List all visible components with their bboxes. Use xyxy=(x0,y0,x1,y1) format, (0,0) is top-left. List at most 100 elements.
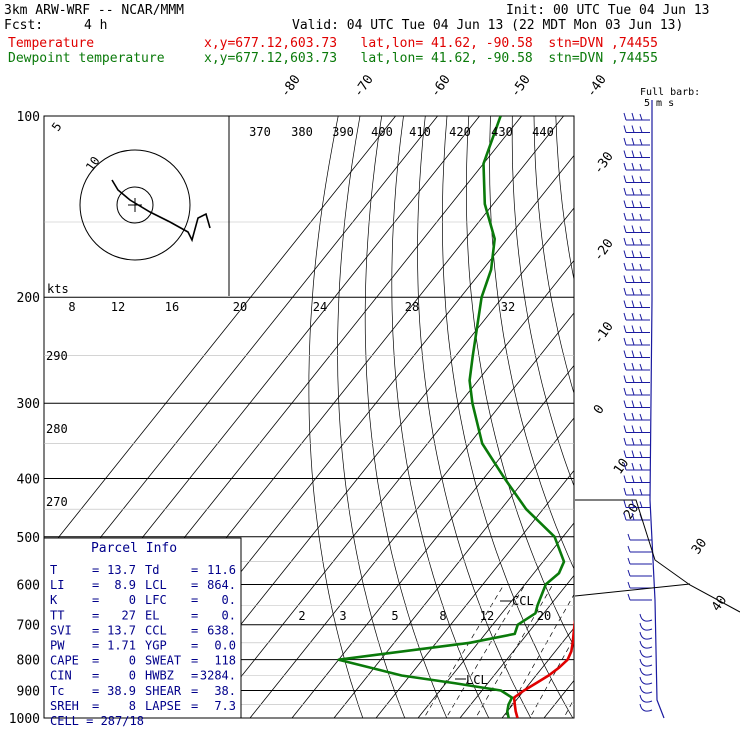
barb-flag xyxy=(639,201,643,208)
theta-label: 430 xyxy=(491,125,513,139)
isotherm xyxy=(618,116,740,731)
barb-flag xyxy=(623,375,627,383)
barb-light xyxy=(639,649,653,658)
isotherm-lines xyxy=(44,116,740,731)
hodo-trace xyxy=(111,179,211,243)
pressure-tick-label: 800 xyxy=(17,654,40,669)
theta-left-label: 270 xyxy=(46,495,68,509)
barb-flag xyxy=(623,150,627,158)
parcel-row-value2: 11.6 xyxy=(207,563,236,577)
barb-flag xyxy=(623,275,627,283)
parcel-row-eq: = xyxy=(92,654,99,668)
parcel-row-value2: 864. xyxy=(207,578,236,592)
hodo-units-label: kts xyxy=(47,282,69,296)
barb-flag xyxy=(631,462,635,471)
parcel-row-label: TT xyxy=(50,608,64,622)
barb-flag xyxy=(623,450,627,458)
barb-flag xyxy=(639,501,643,508)
hodo-ring-label: 12 xyxy=(111,300,125,314)
dry-adiabat xyxy=(665,116,740,731)
barb-flag xyxy=(631,262,635,271)
pressure-tick-label: 300 xyxy=(17,397,40,412)
dry-adiabat xyxy=(337,116,406,718)
barb-flag xyxy=(631,187,635,196)
barb-light xyxy=(639,685,653,694)
isotherm xyxy=(660,116,740,731)
hodo-ring-label: 5 xyxy=(49,120,65,134)
barb-flag xyxy=(639,251,643,258)
barb-flag xyxy=(623,250,627,258)
parcel-row-label: T xyxy=(50,563,57,577)
mixing-ratio-line xyxy=(529,637,574,718)
isotherm-label: -80 xyxy=(278,72,304,100)
isotherm-label: 20 xyxy=(621,501,642,522)
isotherm xyxy=(576,116,740,731)
parcel-row-eq2: = xyxy=(191,669,198,683)
theta-label: 390 xyxy=(332,125,354,139)
mixing-ratio-label: 2 xyxy=(298,609,305,623)
barb-flag xyxy=(639,363,643,371)
dry-adiabat xyxy=(578,116,740,731)
fcst-label: Fcst: xyxy=(4,18,44,33)
isotherm xyxy=(459,574,574,718)
barb-light xyxy=(639,613,653,622)
parcel-row-value2: 638. xyxy=(207,623,236,637)
parcel-row-eq: = xyxy=(92,669,99,683)
barb-flag xyxy=(623,400,627,408)
parcel-row-label: LI xyxy=(50,578,64,592)
barb-flag xyxy=(623,437,627,446)
parcel-row-label2: LAPSE xyxy=(145,699,181,713)
barb-flag xyxy=(623,487,627,496)
barb-flag xyxy=(623,337,627,346)
theta-left-label: 290 xyxy=(46,349,68,363)
theta-left-label: 280 xyxy=(46,422,68,436)
barb-light xyxy=(639,667,653,676)
hodo-ring xyxy=(116,186,154,224)
temp-legend-label: Temperature xyxy=(8,36,95,51)
barb-flag xyxy=(627,593,631,601)
parcel-row-eq2: = xyxy=(191,623,198,637)
parcel-row-label2: LCL xyxy=(145,578,167,592)
pressure-tick-label: 900 xyxy=(17,684,40,699)
dry-adiabat xyxy=(417,116,532,718)
barb-flag xyxy=(631,250,635,258)
barb-legend-units: 5 m s xyxy=(644,98,674,109)
isotherm-label: 40 xyxy=(709,593,730,614)
hodo-ring-label: 32 xyxy=(501,300,515,314)
dry-adiabat xyxy=(555,116,574,282)
dry-adiabat xyxy=(708,116,740,731)
theta-label: 370 xyxy=(249,125,271,139)
barb-flag xyxy=(623,425,627,433)
isotherm xyxy=(543,679,574,718)
parcel-row-eq: = xyxy=(92,623,99,637)
parcel-row-value: 38.9 xyxy=(107,684,136,698)
barb-flag xyxy=(627,533,631,541)
barb-flag xyxy=(639,426,643,433)
parcel-row-label2: SWEAT xyxy=(145,654,181,668)
isotherm-label: -30 xyxy=(591,149,617,177)
barb-flag xyxy=(639,401,643,408)
isotherm-label: 0 xyxy=(591,402,608,417)
barb-flag xyxy=(623,112,627,121)
barb-flag xyxy=(627,557,631,565)
hodo-ring-label: 10 xyxy=(83,154,103,174)
barb-flag xyxy=(639,276,643,283)
barb-flag xyxy=(639,301,643,308)
fcst-value: 4 h xyxy=(84,18,108,33)
pressure-tick-label: 200 xyxy=(17,291,40,306)
isotherm-label: 30 xyxy=(689,536,710,557)
barb-flag xyxy=(631,500,635,508)
dry-adiabat xyxy=(442,116,574,718)
barb-flag xyxy=(639,488,643,496)
isotherm-label: -40 xyxy=(584,72,610,100)
theta-label: 440 xyxy=(532,125,554,139)
isotherm xyxy=(501,627,574,718)
pressure-tick-label: 1000 xyxy=(9,712,40,727)
dewpoint-profile xyxy=(337,116,566,718)
parcel-row-label: CIN xyxy=(50,669,72,683)
barb-flag xyxy=(623,225,627,233)
barb-flag xyxy=(627,569,631,577)
barb-guide xyxy=(574,583,691,597)
parcel-row-label2: HWBZ xyxy=(145,669,174,683)
